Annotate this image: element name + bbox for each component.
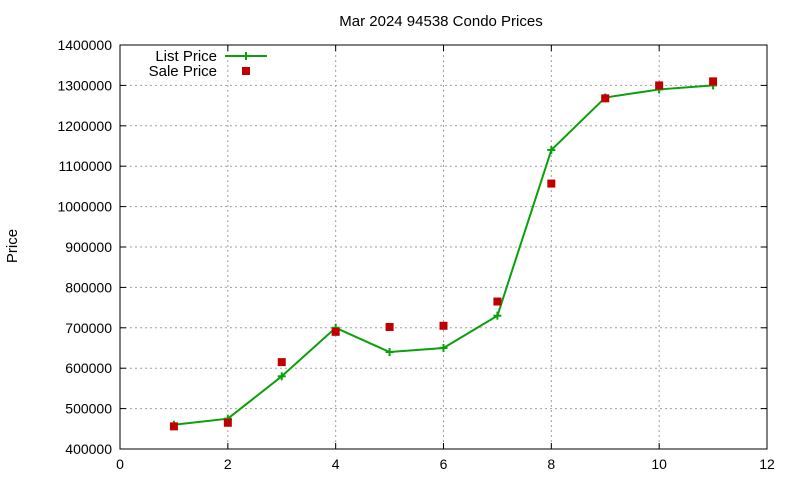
sale-price-point [331, 327, 340, 336]
sale-price-point [223, 418, 232, 427]
list-price-point [385, 348, 394, 357]
y-tick-label: 1000000 [57, 199, 112, 215]
legend-label-list-price: List Price [155, 48, 217, 65]
y-tick-label: 800000 [65, 279, 112, 295]
x-tick-label: 12 [759, 456, 775, 472]
x-tick-label: 4 [332, 456, 340, 472]
y-tick-label: 600000 [65, 360, 112, 376]
sale-price-point [655, 81, 664, 90]
y-tick-label: 900000 [65, 239, 112, 255]
legend-label-sale-price: Sale Price [149, 63, 217, 80]
y-tick-label: 1200000 [57, 118, 112, 134]
sale-price-point [169, 422, 178, 431]
y-tick-label: 1400000 [57, 37, 112, 53]
x-tick-label: 10 [651, 456, 667, 472]
sale-price-point [385, 322, 394, 331]
y-tick-label: 1300000 [57, 77, 112, 93]
list-price-point [547, 146, 556, 155]
chart-title: Mar 2024 94538 Condo Prices [339, 13, 542, 30]
y-tick-label: 500000 [65, 401, 112, 417]
list-price-point [493, 311, 502, 320]
x-tick-label: 8 [547, 456, 555, 472]
y-tick-label: 400000 [65, 441, 112, 457]
sale-price-point [439, 321, 448, 330]
list-price-point [277, 372, 286, 381]
x-tick-label: 6 [440, 456, 448, 472]
legend: List Price Sale Price [149, 48, 267, 80]
legend-swatch-sale-price [242, 67, 250, 75]
grid [120, 45, 767, 449]
sale-price-point [547, 179, 556, 188]
y-tick-label: 1100000 [59, 158, 113, 174]
axis-ticks: 0 2 4 6 8 10 12 400000 500000 600000 700000 800000 9… [57, 37, 775, 472]
x-tick-label: 0 [116, 456, 124, 472]
list-price-point [439, 344, 448, 352]
sale-price-point [601, 94, 610, 103]
series-layer [169, 77, 718, 431]
sale-price-point [277, 358, 286, 367]
sale-price-point [709, 77, 718, 86]
x-tick-label: 2 [224, 456, 232, 472]
sale-price-point [493, 297, 502, 306]
y-axis-label: Price [4, 229, 21, 263]
y-tick-label: 700000 [65, 320, 112, 336]
